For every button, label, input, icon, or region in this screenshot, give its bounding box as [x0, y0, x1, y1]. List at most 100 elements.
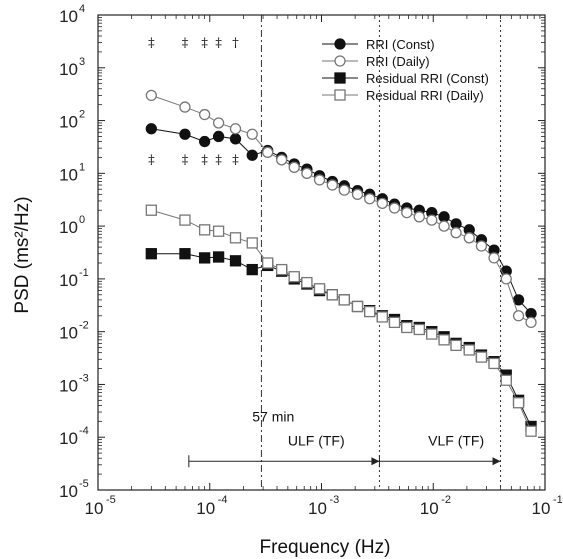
y-tick-exponent: -2 [79, 320, 89, 332]
legend-marker [334, 38, 346, 50]
x-tick-label: 10 [85, 499, 104, 518]
y-tick-exponent: -3 [79, 372, 89, 384]
significance-mark: ‡ [182, 36, 189, 51]
significance-mark: ‡ [148, 153, 155, 168]
annotation-label: 57 min [252, 408, 294, 424]
plot-frame [97, 14, 546, 491]
data-point [313, 283, 326, 295]
data-point [388, 316, 401, 329]
data-point [512, 397, 525, 409]
y-tick-exponent: 1 [79, 161, 85, 173]
data-point [198, 252, 211, 264]
y-tick-label: 10 [59, 218, 78, 237]
legend-marker [334, 55, 346, 67]
data-point [525, 425, 537, 437]
y-tick-label: 10 [59, 165, 78, 184]
y-tick-exponent: -4 [79, 425, 89, 437]
y-tick-label: 10 [59, 429, 78, 448]
data-point [463, 232, 475, 244]
legend-marker [334, 72, 346, 84]
y-tick-label: 10 [59, 482, 78, 501]
data-point [376, 197, 388, 209]
data-point [212, 251, 225, 263]
data-point [198, 224, 211, 236]
data-point [488, 357, 500, 370]
x-tick-label: 10 [532, 499, 551, 518]
data-point [364, 193, 376, 205]
data-point [246, 263, 258, 276]
data-point [246, 128, 258, 140]
data-point [246, 237, 258, 249]
data-point [351, 300, 364, 313]
data-point [212, 130, 225, 143]
series-line [151, 128, 532, 314]
data-point [475, 351, 488, 363]
significance-mark: ‡ [215, 36, 222, 51]
series-line [151, 94, 532, 323]
data-point [426, 214, 438, 226]
data-point [463, 344, 475, 356]
data-point [246, 149, 258, 161]
data-point [179, 128, 191, 140]
data-point [438, 334, 450, 346]
data-point [198, 108, 211, 121]
x-tick-exponent: -3 [330, 494, 340, 506]
y-tick-exponent: 3 [79, 56, 85, 68]
data-point [145, 248, 157, 260]
x-tick-exponent: -2 [441, 494, 451, 506]
significance-mark: ‡ [148, 36, 155, 51]
x-tick-exponent: -5 [106, 494, 116, 506]
data-point [512, 294, 525, 306]
data-point [500, 273, 512, 285]
data-point [438, 220, 450, 232]
data-point [301, 167, 313, 179]
data-point [276, 154, 288, 166]
significance-mark: ‡ [215, 153, 222, 168]
data-point [326, 289, 338, 301]
series-4 [145, 204, 537, 437]
data-point [512, 310, 525, 322]
legend-entry: Residual RRI (Const) [366, 71, 489, 86]
data-point [475, 240, 488, 252]
data-point [388, 202, 401, 214]
series-2 [145, 89, 537, 329]
data-point [338, 294, 350, 306]
range-arrow-head [492, 457, 501, 466]
legend-entry: Residual RRI (Daily) [366, 88, 484, 103]
data-point [229, 232, 242, 244]
y-tick-exponent: 2 [79, 109, 85, 121]
significance-mark: ‡ [201, 36, 208, 51]
legend-marker [334, 89, 346, 101]
data-point [326, 179, 338, 191]
data-point [229, 255, 242, 267]
annotation-label: ULF (TF) [288, 432, 345, 448]
series-line [151, 209, 532, 432]
data-point [438, 211, 450, 223]
data-point [229, 123, 242, 135]
data-point [262, 146, 274, 158]
series-3 [145, 248, 537, 433]
significance-mark: † [232, 36, 239, 51]
y-tick-label: 10 [59, 324, 78, 343]
data-point [376, 311, 388, 323]
significance-mark: ‡ [201, 153, 208, 168]
data-point [525, 316, 537, 329]
data-point [145, 123, 157, 135]
data-point [413, 323, 425, 336]
annotation-label: VLF (TF) [428, 432, 484, 448]
data-point [145, 89, 157, 102]
data-point [351, 188, 364, 200]
data-point [401, 206, 413, 219]
data-point [198, 135, 211, 148]
y-tick-label: 10 [59, 60, 78, 79]
data-point [212, 225, 225, 237]
data-point [500, 374, 512, 386]
y-tick-label: 10 [59, 376, 78, 395]
data-point [301, 276, 313, 289]
data-point [401, 321, 413, 334]
y-tick-label: 10 [59, 271, 78, 290]
x-tick-label: 10 [420, 499, 439, 518]
data-point [413, 211, 425, 223]
y-tick-label: 10 [59, 113, 78, 132]
x-tick-exponent: -4 [218, 494, 228, 506]
